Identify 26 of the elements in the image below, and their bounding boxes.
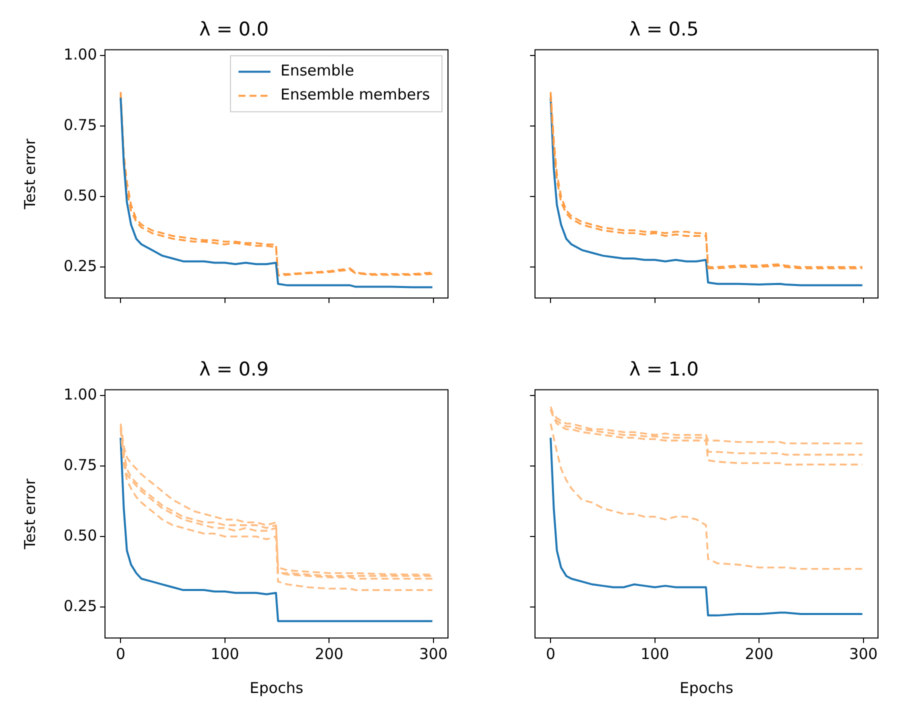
x-tick-label: 200 [314,644,344,663]
chart-title: λ = 0.0 [199,18,269,40]
y-tick-label: 0.25 [64,256,97,275]
y-tick-label: 0.50 [64,186,97,204]
x-tick-label: 300 [419,644,448,663]
legend-label: Ensemble [280,62,354,80]
x-axis-title: Epochs [680,678,734,697]
x-tick-label: 300 [849,644,878,663]
y-tick-label: 1.00 [64,45,97,64]
x-tick-label: 100 [210,644,240,663]
x-axis-title: Epochs [250,678,304,697]
legend-label: Ensemble members [280,86,430,104]
x-tick-label: 200 [744,644,774,663]
y-axis-title: Test error [20,478,39,550]
y-tick-label: 0.25 [64,596,97,615]
y-tick-label: 0.75 [64,116,97,134]
chart-title: λ = 0.9 [199,358,269,380]
y-axis-title: Test error [20,138,39,210]
y-tick-label: 1.00 [64,385,97,404]
chart-title: λ = 1.0 [629,358,699,380]
y-tick-label: 0.75 [64,456,97,474]
chart-title: λ = 0.5 [629,18,699,40]
x-tick-label: 0 [546,644,556,663]
x-tick-label: 100 [640,644,670,663]
x-tick-label: 0 [116,644,126,663]
y-tick-label: 0.50 [64,526,97,544]
